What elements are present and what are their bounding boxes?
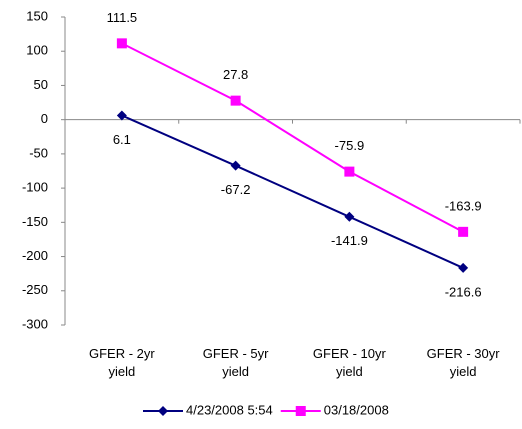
x-tick-label: GFER - 30yr yield — [427, 346, 501, 379]
data-label: 27.8 — [223, 67, 248, 82]
y-tick-label: 100 — [26, 43, 48, 58]
series-line — [121, 114, 464, 269]
x-tick-label: GFER - 2yr yield — [89, 346, 155, 379]
x-tick-label: GFER - 10yr yield — [313, 346, 387, 379]
y-tick-label: -250 — [22, 282, 48, 297]
y-tick-label: -50 — [29, 145, 48, 160]
y-tick-label: 0 — [41, 111, 48, 126]
legend-marker — [158, 406, 168, 416]
y-tick-label: -200 — [22, 248, 48, 263]
data-point — [116, 110, 127, 121]
data-point — [344, 166, 355, 177]
data-point — [344, 211, 355, 222]
data-label: -163.9 — [445, 198, 482, 213]
data-point — [458, 226, 469, 237]
y-tick-label: -150 — [22, 214, 48, 229]
data-label: -216.6 — [445, 284, 482, 299]
legend-label: 03/18/2008 — [324, 402, 389, 417]
y-tick-label: 50 — [34, 77, 48, 92]
data-label: 111.5 — [107, 10, 138, 25]
data-point — [230, 95, 241, 106]
data-label: -141.9 — [331, 233, 368, 248]
data-point — [116, 38, 127, 49]
y-tick-label: -100 — [22, 180, 48, 195]
legend-label: 4/23/2008 5:54 — [186, 402, 273, 417]
x-tick-label: GFER - 5yr yield — [203, 346, 269, 379]
legend-marker — [295, 406, 306, 416]
y-tick-label: -300 — [22, 316, 48, 331]
data-label: -75.9 — [335, 138, 365, 153]
series-line — [121, 42, 464, 233]
data-point — [230, 160, 241, 171]
data-label: -67.2 — [221, 182, 251, 197]
data-point — [458, 262, 469, 273]
y-tick-label: 150 — [26, 8, 48, 23]
data-label: 6.1 — [113, 132, 131, 147]
